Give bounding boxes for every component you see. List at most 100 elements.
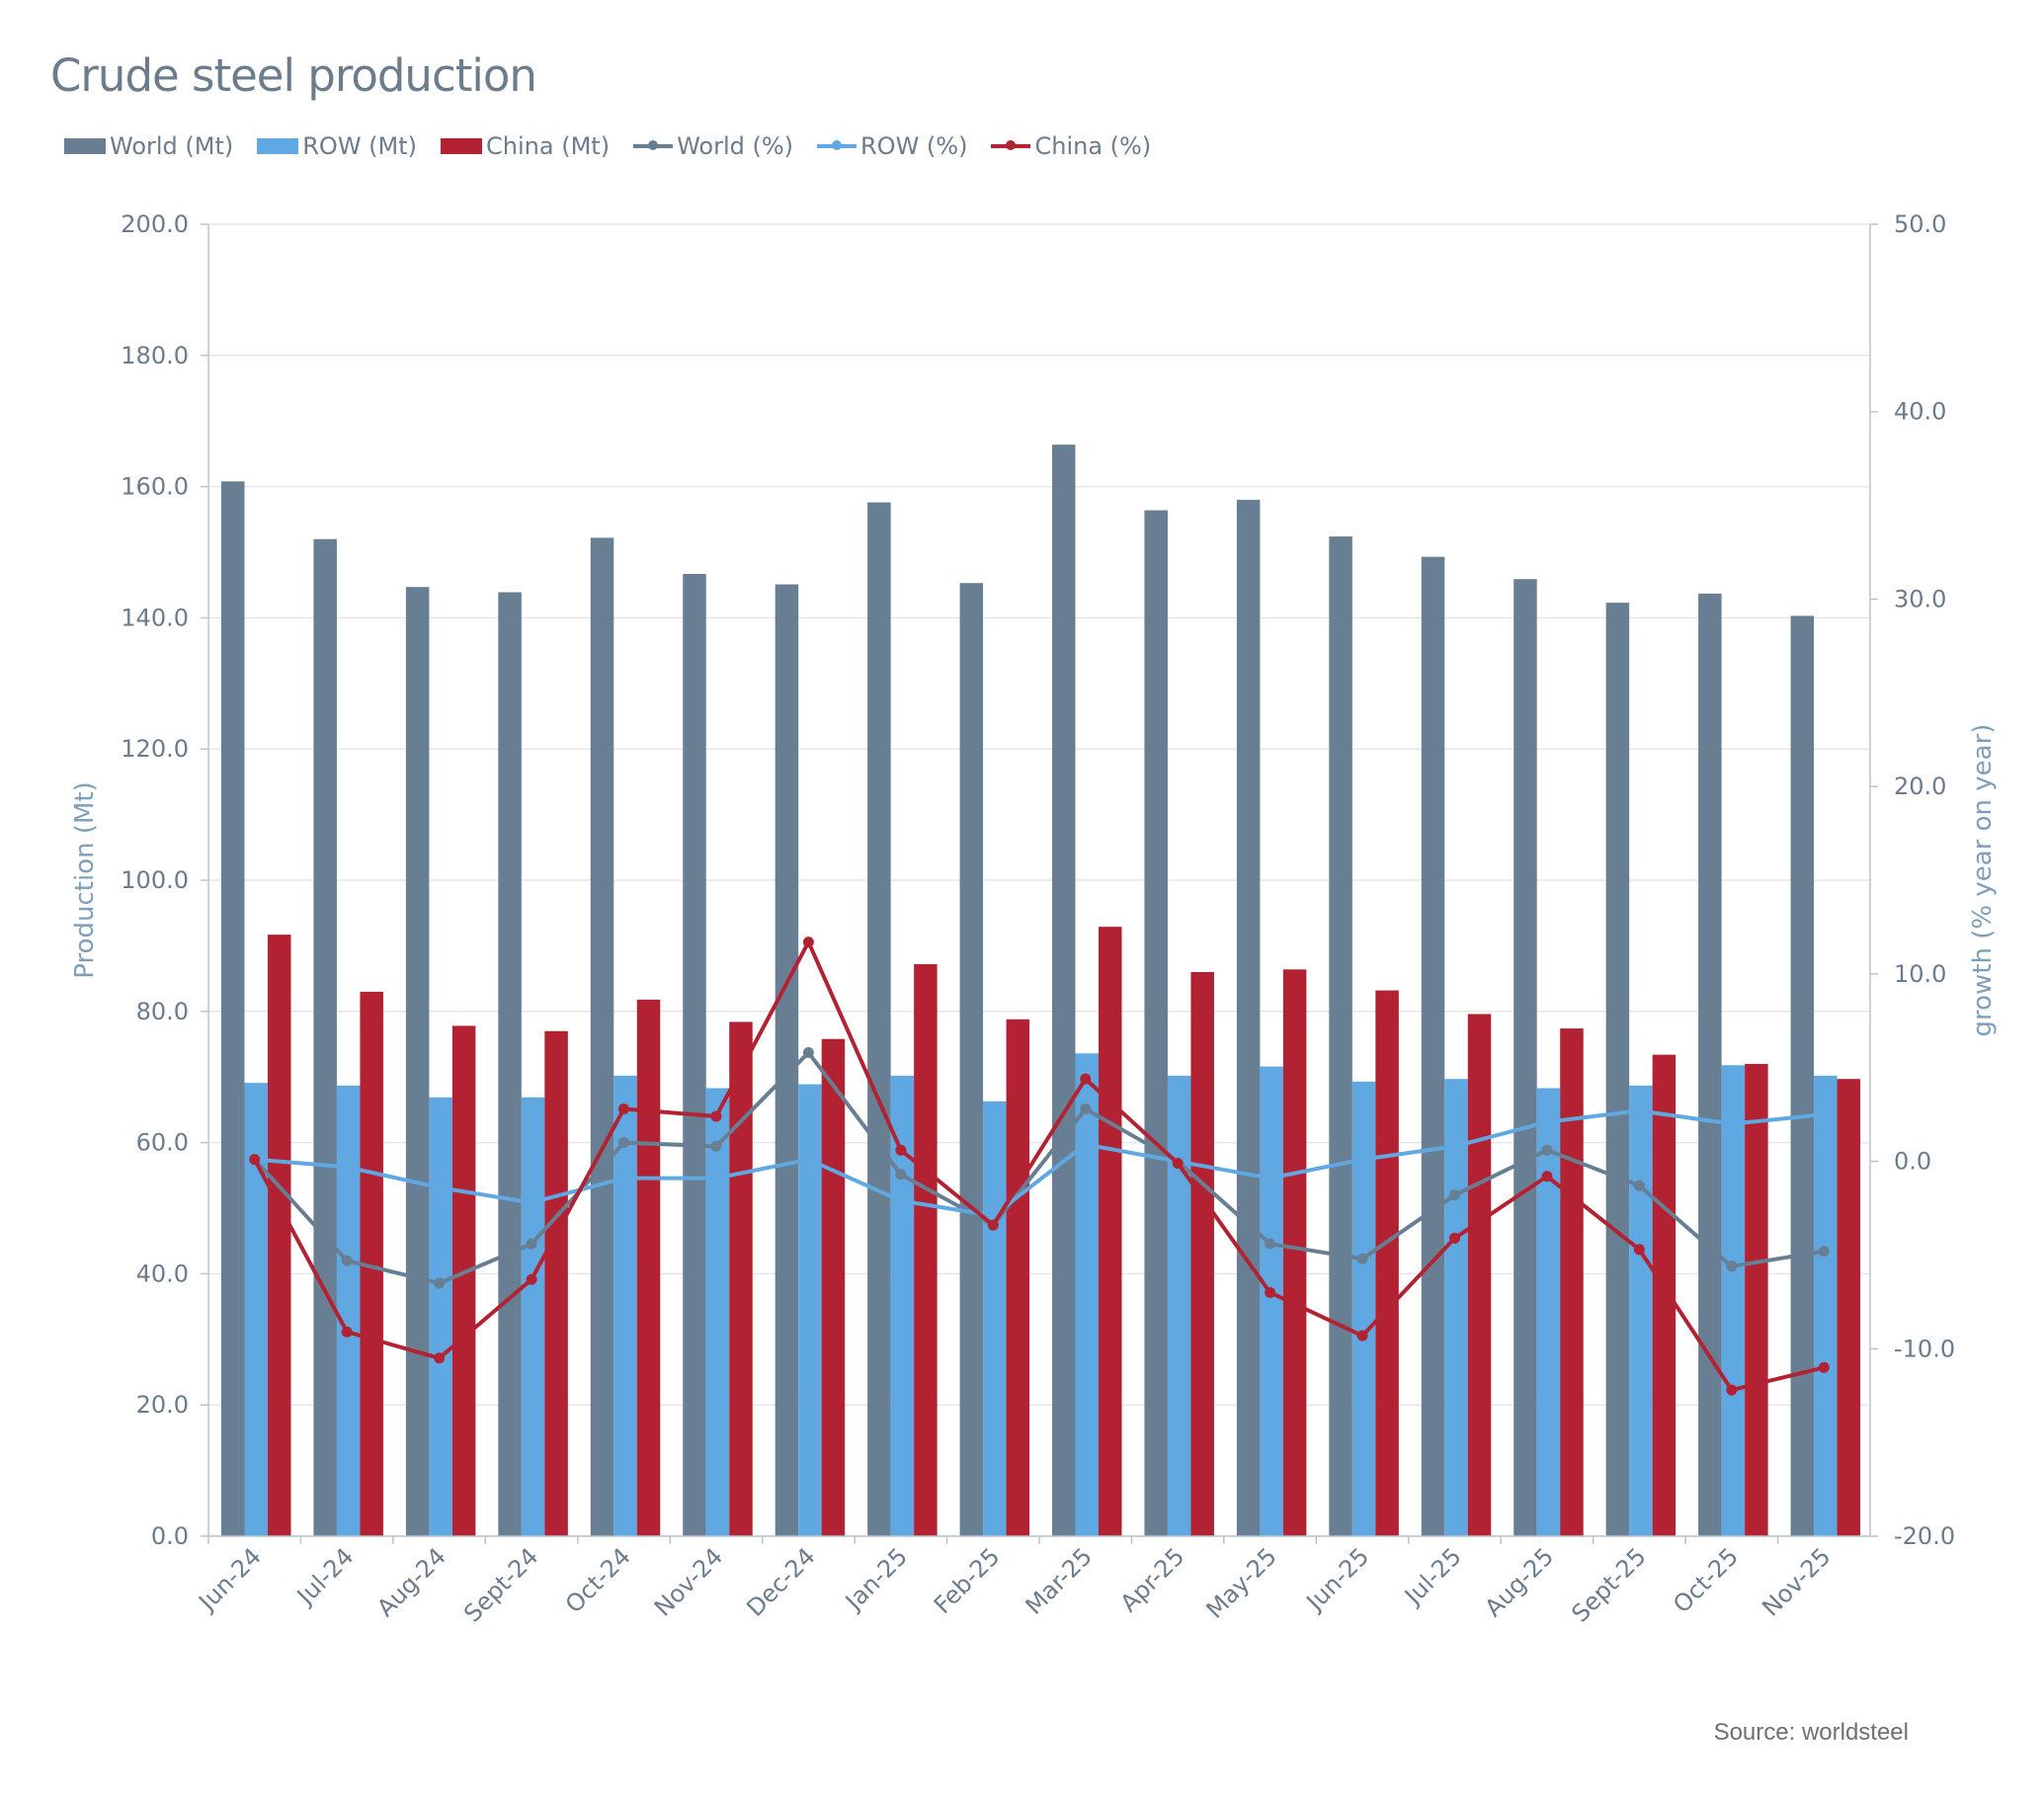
bar-row-mt--Jul-24 (336, 1085, 361, 1536)
bar-row-mt--Nov-24 (705, 1088, 730, 1536)
point-row--Jun-25 (1356, 1154, 1368, 1166)
y2-tick-label: 0.0 (1894, 1148, 1931, 1176)
y-tick-label: 200.0 (121, 210, 189, 238)
point-world--Jul-25 (1449, 1189, 1460, 1201)
legend-item-world-pct[interactable]: World (%) (633, 132, 793, 160)
bar-row-mt--Jun-25 (1351, 1081, 1376, 1536)
bar-world-mt--Jan-25 (867, 502, 891, 1536)
point-row--Jan-25 (895, 1194, 907, 1206)
bar-row-mt--Sept-24 (521, 1097, 545, 1536)
bar-world-mt--Jun-25 (1329, 536, 1352, 1536)
y2-axis-title: growth (% year on year) (1968, 724, 1998, 1037)
bar-row-mt--Oct-25 (1721, 1065, 1746, 1536)
bar-world-mt--Feb-25 (959, 583, 984, 1536)
bar-china-mt--Aug-25 (1560, 1028, 1584, 1536)
bar-china-mt--Sept-24 (544, 1030, 568, 1536)
legend-item-row-pct[interactable]: ROW (%) (817, 132, 967, 160)
point-row--Nov-24 (710, 1173, 722, 1184)
line-row- (254, 1108, 1825, 1218)
bar-china-mt--Jul-24 (360, 991, 383, 1536)
bar-china-mt--Sept-25 (1652, 1054, 1676, 1536)
y-axis-title: Production (Mt) (70, 781, 100, 979)
y-tick-label: 20.0 (136, 1391, 189, 1419)
point-row--Oct-24 (618, 1173, 629, 1184)
y-tick-label: 160.0 (121, 473, 189, 501)
bar-world-mt--Apr-25 (1144, 510, 1168, 1536)
bar-china-mt--Dec-24 (821, 1038, 846, 1536)
x-tick-label: Jul-25 (1398, 1542, 1466, 1610)
bar-row-mt--Jan-25 (890, 1075, 915, 1536)
legend-item-china-pct[interactable]: China (%) (991, 132, 1151, 160)
line-china- (252, 939, 1825, 1393)
bar-china-mt--Nov-25 (1837, 1079, 1861, 1536)
point-world--Sept-24 (526, 1238, 537, 1250)
point-china--Apr-25 (1172, 1157, 1184, 1169)
bar-china-mt--Mar-25 (1099, 927, 1122, 1536)
bar-world-mt--Jul-25 (1421, 556, 1445, 1536)
bar-china-mt--Oct-24 (636, 999, 661, 1536)
y2-tick-label: 50.0 (1894, 210, 1946, 238)
chart-title: Crude steel production (50, 49, 537, 102)
bar-world-mt--Sept-25 (1605, 603, 1630, 1536)
y2-tick-label: -10.0 (1894, 1335, 1955, 1362)
y-tick-label: 40.0 (136, 1260, 189, 1287)
legend: World (Mt) ROW (Mt) China (Mt) World (%)… (64, 132, 1151, 160)
legend-item-world-mt[interactable]: World (Mt) (64, 132, 233, 160)
point-china--Nov-25 (1818, 1361, 1830, 1373)
y2-tick-label: 30.0 (1894, 585, 1946, 612)
point-world--Nov-25 (1818, 1246, 1830, 1258)
point-row--Nov-25 (1818, 1108, 1830, 1120)
x-tick-label: Jul-24 (290, 1542, 359, 1610)
x-tick-label: May-25 (1201, 1542, 1282, 1623)
legend-item-row-mt[interactable]: ROW (Mt) (257, 132, 417, 160)
point-china--Oct-25 (1726, 1384, 1738, 1396)
x-tick-label: Nov-25 (1757, 1542, 1836, 1621)
bar-china-mt--Jan-25 (914, 963, 938, 1536)
legend-line (817, 140, 857, 150)
bar-china-mt--Nov-24 (729, 1021, 753, 1536)
bar-row-mt--Dec-24 (798, 1084, 822, 1536)
x-tick-label: Oct-25 (1668, 1542, 1744, 1618)
point-world--Jun-25 (1356, 1253, 1368, 1265)
bar-row-mt--Apr-25 (1167, 1075, 1191, 1536)
y2-tick-label: -20.0 (1894, 1522, 1955, 1550)
point-world--Aug-25 (1541, 1144, 1553, 1156)
legend-line (633, 140, 674, 150)
point-china--Jun-25 (1356, 1330, 1368, 1342)
bar-world-mt--Mar-25 (1052, 445, 1076, 1536)
bar-world-mt--Dec-24 (775, 584, 799, 1536)
legend-label: ROW (Mt) (302, 132, 418, 160)
point-china--May-25 (1265, 1286, 1276, 1298)
point-china--Jun-24 (249, 1154, 261, 1166)
line-world- (253, 1050, 1825, 1285)
x-tick-label: Feb-25 (929, 1542, 1006, 1619)
point-row--Oct-25 (1726, 1118, 1738, 1130)
bar-world-mt--Oct-25 (1698, 593, 1722, 1536)
point-world--Oct-24 (618, 1137, 629, 1149)
point-world--May-25 (1265, 1238, 1276, 1250)
point-world--Aug-24 (434, 1277, 446, 1289)
bar-world-mt--Jul-24 (313, 538, 337, 1536)
x-tick-label: Jan-25 (839, 1542, 913, 1616)
point-row--Sept-25 (1633, 1104, 1645, 1116)
bar-row-mt--Feb-25 (983, 1101, 1007, 1536)
x-tick-label: Jun-24 (193, 1542, 267, 1616)
bar-row-mt--May-25 (1260, 1066, 1283, 1536)
x-tick-label: Aug-25 (1480, 1542, 1560, 1622)
bar-row-mt--Nov-25 (1814, 1075, 1838, 1536)
bar-row-mt--Mar-25 (1075, 1053, 1099, 1536)
point-world--Mar-25 (1080, 1102, 1092, 1114)
legend-item-china-mt[interactable]: China (Mt) (441, 132, 610, 160)
bar-world-mt--Oct-24 (590, 537, 614, 1536)
legend-label: China (Mt) (486, 132, 611, 160)
legend-label: ROW (%) (860, 132, 968, 160)
bar-world-mt--Sept-24 (498, 592, 522, 1536)
point-world--Sept-25 (1633, 1180, 1645, 1191)
point-row--May-25 (1265, 1173, 1276, 1184)
point-china--Aug-25 (1541, 1171, 1553, 1183)
bar-row-mt--Aug-24 (429, 1097, 452, 1536)
x-tick-label: Sept-24 (458, 1542, 543, 1627)
point-row--Jul-24 (341, 1161, 353, 1173)
bar-china-mt--Jul-25 (1467, 1014, 1492, 1536)
